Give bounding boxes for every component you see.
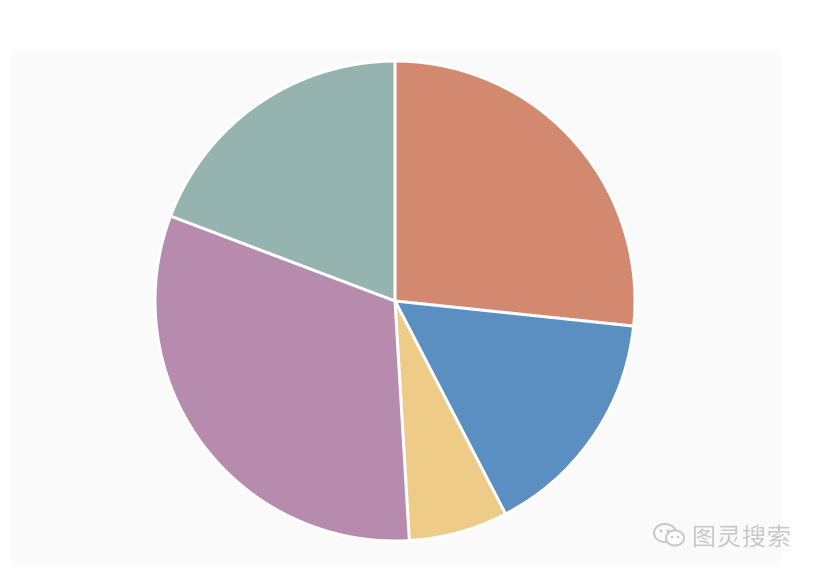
watermark-text: 图灵搜索 — [692, 523, 792, 551]
wechat-icon — [653, 522, 685, 546]
pie-slice-1 — [393, 59, 637, 328]
pie-slice-5 — [169, 59, 397, 303]
watermark: 图灵搜索 — [652, 517, 792, 552]
pie-slice-4 — [153, 214, 411, 543]
pie-slice-2 — [393, 299, 636, 516]
